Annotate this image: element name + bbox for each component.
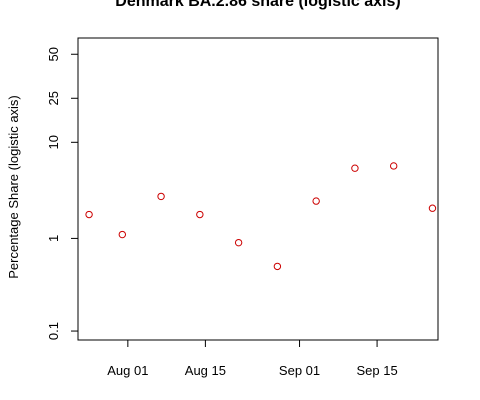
y-tick-label: 25: [46, 91, 61, 105]
y-axis: 0.1 1 10 25 50: [46, 47, 78, 340]
x-tick-label: Sep 15: [356, 363, 397, 378]
data-point: [85, 210, 93, 219]
data-point: [389, 162, 398, 170]
data-point: [118, 230, 127, 239]
data-point: [157, 192, 165, 201]
x-tick-label: Sep 01: [279, 363, 320, 378]
data-point: [428, 204, 437, 212]
y-tick-label: 10: [46, 135, 61, 149]
data-points: [85, 162, 437, 271]
y-tick-label: 0.1: [46, 322, 61, 340]
data-point: [351, 164, 359, 172]
data-point: [273, 262, 282, 271]
y-tick-label: 50: [46, 47, 61, 61]
x-tick-label: Aug 01: [107, 363, 148, 378]
data-point: [196, 210, 204, 219]
data-point: [312, 197, 320, 205]
y-axis-label: Percentage Share (logistic axis): [6, 95, 21, 279]
y-tick-label: 1: [46, 235, 61, 242]
chart-title: Denmark BA.2.86 share (logistic axis): [115, 0, 400, 10]
x-tick-label: Aug 15: [185, 363, 226, 378]
plot-frame: [77, 37, 439, 341]
data-point: [234, 238, 243, 247]
x-axis: Aug 01 Aug 15 Sep 01 Sep 15: [107, 340, 398, 378]
